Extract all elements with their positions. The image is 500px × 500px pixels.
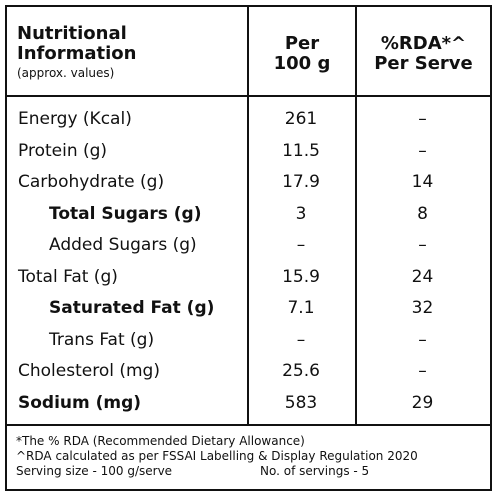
table-subtitle: (approx. values) bbox=[17, 66, 115, 80]
per-100g-value: 3 bbox=[295, 203, 307, 224]
table-row: Added Sugars (g) – – bbox=[7, 230, 490, 261]
table-row: Energy (Kcal) 261 – bbox=[7, 104, 490, 135]
table-row: Sodium (mg) 583 29 bbox=[7, 388, 490, 419]
rda-value: – bbox=[418, 109, 427, 129]
per-100g-value: – bbox=[296, 235, 306, 255]
table-title-line1: Nutritional bbox=[17, 23, 127, 44]
table-row: Total Fat (g) 15.9 24 bbox=[7, 262, 490, 293]
per-100g-value: 583 bbox=[284, 392, 318, 413]
col-per-100g-line1: Per bbox=[284, 33, 320, 54]
per-100g-value: 25.6 bbox=[282, 361, 320, 381]
nutrition-facts-panel: Nutritional Information (approx. values)… bbox=[5, 5, 492, 491]
table-row: Total Sugars (g) 3 8 bbox=[7, 199, 490, 230]
nutrient-name: Total Sugars (g) bbox=[49, 203, 202, 224]
footnote-rda-definition: *The % RDA (Recommended Dietary Allowanc… bbox=[16, 434, 305, 448]
col-per-100g-line2: 100 g bbox=[273, 53, 331, 74]
per-100g-value: – bbox=[296, 329, 306, 350]
rda-value: 32 bbox=[411, 298, 434, 318]
per-100g-value: 15.9 bbox=[282, 266, 320, 287]
col-rda-line1: %RDA*^ bbox=[380, 33, 467, 54]
nutrient-name: Carbohydrate (g) bbox=[18, 172, 165, 192]
nutrient-name: Sodium (mg) bbox=[18, 392, 142, 413]
rda-value: 24 bbox=[411, 266, 434, 287]
nutrient-name: Cholesterol (mg) bbox=[18, 361, 160, 381]
per-100g-value: 261 bbox=[284, 109, 318, 129]
per-100g-value: 7.1 bbox=[287, 298, 315, 318]
rda-value: – bbox=[418, 235, 427, 255]
nutrient-name: Total Fat (g) bbox=[18, 266, 118, 287]
rda-value: 8 bbox=[417, 203, 428, 224]
nutrient-name: Energy (Kcal) bbox=[18, 109, 132, 129]
rda-value: – bbox=[418, 140, 427, 161]
table-row: Protein (g) 11.5 – bbox=[7, 136, 490, 167]
serving-size: Serving size - 100 g/serve bbox=[16, 464, 173, 478]
nutrient-name: Saturated Fat (g) bbox=[49, 298, 215, 318]
table-row: Carbohydrate (g) 17.9 14 bbox=[7, 167, 490, 198]
footnote-rda-regulation: ^RDA calculated as per FSSAI Labelling &… bbox=[16, 449, 418, 463]
per-100g-value: 17.9 bbox=[282, 172, 320, 192]
table-row: Saturated Fat (g) 7.1 32 bbox=[7, 293, 490, 324]
col-rda-line2: Per Serve bbox=[374, 53, 473, 74]
rda-value: 29 bbox=[411, 392, 434, 413]
header-divider bbox=[7, 95, 490, 97]
per-100g-value: 11.5 bbox=[282, 140, 320, 161]
nutrient-name: Protein (g) bbox=[18, 140, 108, 161]
column-divider-2 bbox=[355, 7, 357, 424]
column-divider-1 bbox=[247, 7, 249, 424]
number-of-servings: No. of servings - 5 bbox=[260, 464, 370, 478]
table-row: Cholesterol (mg) 25.6 – bbox=[7, 356, 490, 387]
table-row: Trans Fat (g) – – bbox=[7, 325, 490, 356]
nutrient-name: Trans Fat (g) bbox=[49, 329, 155, 350]
footer-divider bbox=[7, 424, 490, 426]
rda-value: 14 bbox=[411, 172, 434, 192]
nutrient-name: Added Sugars (g) bbox=[49, 235, 197, 255]
rda-value: – bbox=[418, 361, 427, 381]
table-title-line2: Information bbox=[17, 43, 137, 64]
rda-value: – bbox=[418, 329, 427, 350]
